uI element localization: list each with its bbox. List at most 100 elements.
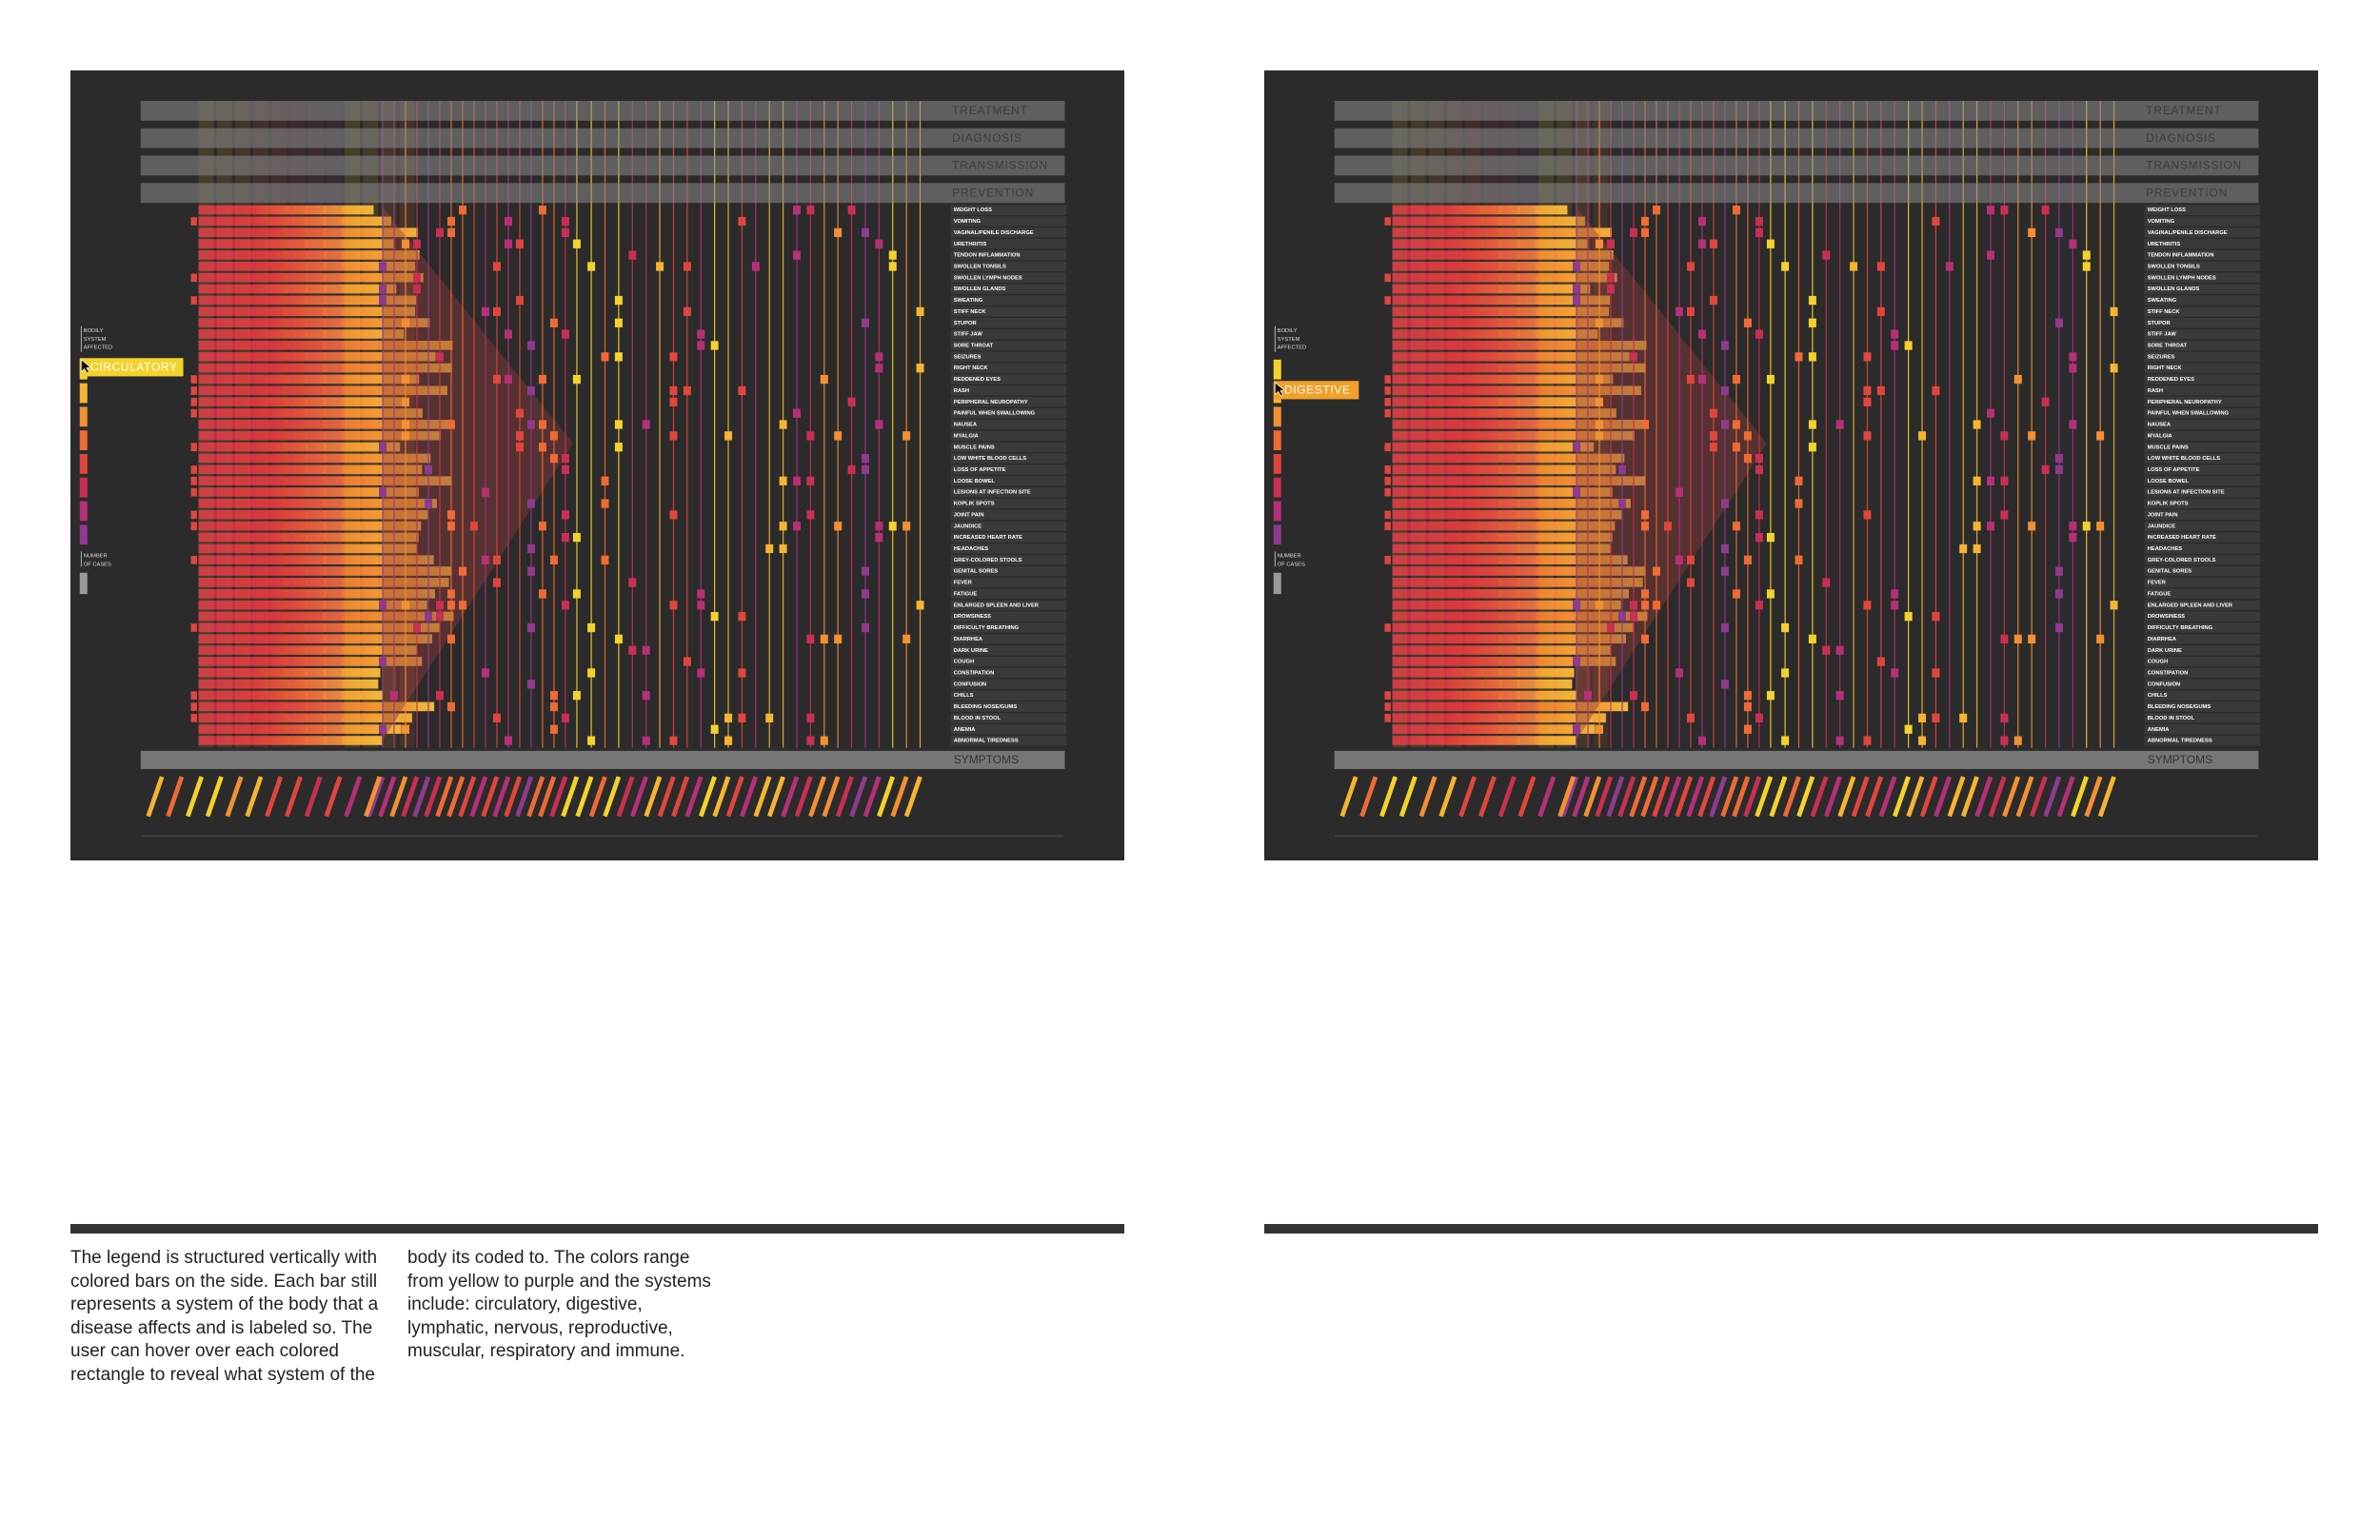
cell: [572, 589, 581, 599]
label-strip: [950, 509, 1067, 521]
system-swatch[interactable]: [1273, 359, 1281, 380]
cell: [481, 306, 489, 317]
symptom-label: INCREASED HEART RATE: [2148, 535, 2216, 541]
row-marker: [190, 476, 197, 485]
cell: [1863, 397, 1872, 406]
bottom-tick: [424, 776, 443, 818]
cell: [1709, 239, 1717, 248]
cell: [2028, 431, 2036, 441]
chart-panel: WEIGHT LOSS VOMITING VAGINAL/PENILE DISCHA…: [70, 70, 1124, 860]
cell: [2054, 318, 2063, 327]
cell: [1795, 555, 1803, 565]
cell: [1973, 543, 1981, 554]
row-bar: [198, 363, 452, 373]
cell: [1606, 239, 1615, 248]
system-swatch[interactable]: [79, 454, 88, 474]
system-swatch[interactable]: [79, 383, 88, 404]
system-swatch[interactable]: [1273, 501, 1281, 522]
cell: [1918, 713, 1927, 723]
cell: [888, 250, 897, 260]
cell: [1932, 668, 1940, 678]
cell: [1904, 724, 1913, 734]
system-swatch[interactable]: [1273, 430, 1281, 451]
system-swatch[interactable]: [79, 524, 88, 545]
symptom-label: ENLARGED SPLEEN AND LIVER: [2148, 602, 2233, 608]
system-swatch[interactable]: [79, 406, 88, 427]
cell: [710, 724, 719, 734]
row-bar: [1392, 442, 1595, 452]
header-bar: [140, 183, 1065, 204]
cell: [2028, 522, 2036, 531]
cell: [642, 420, 650, 429]
cell: [1743, 555, 1752, 565]
cell: [1686, 713, 1695, 723]
system-swatch[interactable]: [1273, 477, 1281, 498]
cell: [1640, 216, 1649, 227]
cell: [1987, 250, 1994, 260]
cell: [614, 295, 623, 306]
label-strip: [950, 363, 1067, 374]
cell: [1606, 285, 1615, 294]
row-bar: [198, 509, 428, 520]
bottom-tick: [304, 776, 323, 818]
symptom-label: SWOLLEN TONSILS: [2148, 264, 2200, 269]
legend-title: AFFECTED: [1278, 346, 1306, 351]
cell: [1640, 601, 1649, 610]
symptom-label: STIFF JAW: [954, 332, 983, 338]
cell: [806, 736, 815, 745]
cell: [601, 555, 609, 565]
bottom-tick: [481, 776, 500, 818]
bottom-tick: [1988, 776, 2007, 818]
row-marker: [190, 623, 197, 632]
cell: [656, 262, 664, 271]
label-strip: [950, 374, 1067, 385]
cell: [2041, 397, 2050, 406]
cell: [1932, 612, 1940, 622]
cell: [1876, 262, 1885, 271]
symptom-label: SWOLLEN LYMPH NODES: [2148, 275, 2216, 281]
label-strip: [950, 644, 1067, 656]
system-swatch[interactable]: [1273, 524, 1281, 545]
bottom-tick: [1743, 776, 1762, 818]
cell: [1663, 522, 1672, 531]
bottom-tick: [781, 776, 800, 818]
row-marker: [1384, 397, 1391, 406]
cell: [1686, 578, 1695, 587]
system-swatch[interactable]: [79, 430, 88, 451]
cell: [1720, 622, 1729, 633]
cell: [1835, 645, 1844, 655]
row-bar: [198, 239, 394, 248]
bottom-tick: [504, 776, 523, 818]
row-bar: [1392, 566, 1646, 576]
divider: [1264, 1224, 2318, 1234]
system-swatch[interactable]: [79, 477, 88, 498]
row-bar: [198, 555, 434, 565]
cell: [724, 736, 733, 745]
cell: [412, 285, 421, 294]
label-strip: [2144, 340, 2261, 351]
bottom-tick: [378, 776, 397, 818]
row-marker: [190, 408, 197, 418]
bottom-tick: [1379, 776, 1398, 818]
cell: [1743, 453, 1752, 464]
cell: [1863, 352, 1872, 362]
row-bar: [198, 622, 440, 633]
system-swatch[interactable]: [1273, 406, 1281, 427]
cell: [738, 216, 746, 227]
label-strip: [950, 295, 1067, 306]
bottom-tick: [1583, 776, 1602, 818]
cell: [806, 476, 815, 485]
column-shade: [253, 100, 269, 748]
cell: [2000, 634, 2009, 644]
symptom-label: ABNORMAL TIREDNESS: [2148, 739, 2212, 744]
system-swatch[interactable]: [79, 501, 88, 522]
bottom-tick: [766, 776, 785, 818]
label-strip: [950, 667, 1067, 679]
cell: [1959, 713, 1968, 723]
label-strip: [2144, 227, 2261, 238]
system-swatch[interactable]: [1273, 454, 1281, 474]
cell: [390, 691, 399, 701]
cell: [875, 352, 883, 362]
row-bar: [198, 667, 381, 678]
cell: [561, 532, 569, 543]
